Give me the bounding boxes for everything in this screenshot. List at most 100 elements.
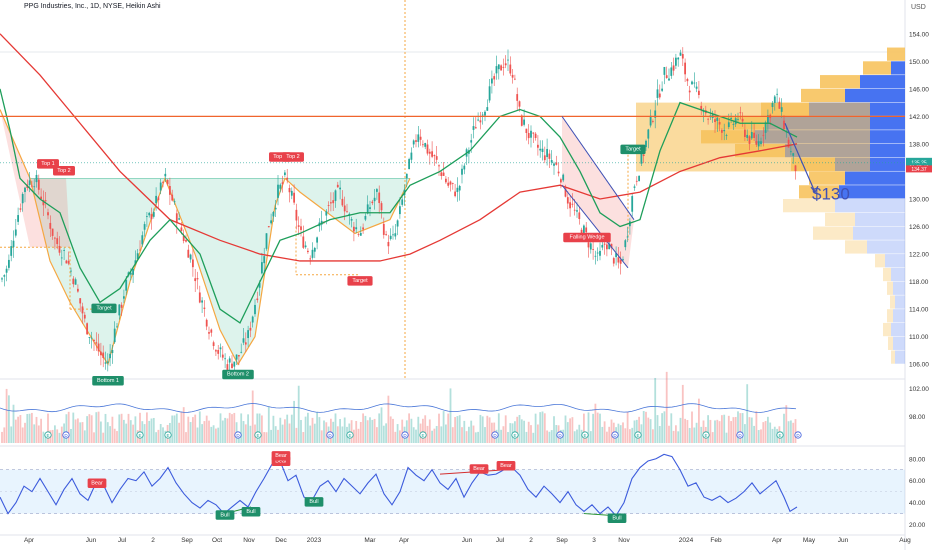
time-tick-label: 2024 [679, 537, 694, 544]
volume-bar [224, 417, 226, 443]
volume-bar [102, 432, 105, 443]
candle-body [458, 185, 461, 191]
volume-bar [746, 384, 749, 443]
volume-bar [277, 429, 279, 443]
earnings-marker[interactable] [511, 431, 519, 439]
candle-body [424, 143, 427, 147]
candle-body [484, 111, 486, 116]
volume-bar [51, 429, 54, 443]
volume-bar [5, 388, 8, 443]
dividend-marker[interactable] [556, 431, 564, 439]
candle-body [491, 78, 493, 84]
dividend-marker[interactable] [736, 431, 744, 439]
dividend-marker[interactable] [401, 431, 409, 439]
volume-bar [389, 416, 392, 443]
earnings-marker[interactable] [581, 431, 589, 439]
chart-title: PPG Industries, Inc., 1D, NYSE, Heikin A… [24, 3, 161, 10]
earnings-marker[interactable] [702, 431, 710, 439]
candle-body [265, 233, 268, 249]
grid [0, 0, 906, 550]
candle-body [56, 238, 59, 245]
volume-bar [1, 431, 3, 443]
target-price-text: $130 [812, 185, 850, 204]
pattern-label [37, 159, 59, 169]
volume-bar [212, 425, 215, 443]
volume-bar [325, 422, 328, 443]
candle-body [504, 63, 507, 66]
earnings-marker[interactable] [419, 431, 427, 439]
volume-profile-up-bar [890, 295, 895, 309]
candle-body [302, 236, 305, 248]
candle-body [497, 64, 500, 70]
candle-body [70, 270, 72, 272]
volume-bar [711, 432, 714, 443]
earnings-marker[interactable] [776, 431, 784, 439]
time-tick-label: May [803, 537, 816, 544]
volume-bar [468, 426, 470, 443]
candle-body [396, 220, 399, 227]
rsi-signal-label-text: Bull [246, 509, 255, 515]
dividend-marker[interactable] [62, 431, 70, 439]
volume-bar [70, 428, 72, 443]
dividend-marker[interactable] [491, 431, 499, 439]
time-tick-label: Jul [496, 537, 505, 544]
volume-bar [357, 428, 360, 443]
event-marker-letter: D [738, 433, 742, 438]
dividend-marker[interactable] [326, 431, 334, 439]
candle-body [675, 57, 677, 66]
candle-body [543, 155, 546, 161]
volume-bar [792, 422, 795, 443]
volume-bar [445, 424, 447, 443]
volume-bar [10, 426, 13, 443]
earnings-marker[interactable] [346, 431, 354, 439]
rsi-signal-label-text: Bull [309, 499, 318, 505]
candle-body [438, 165, 440, 167]
event-marker-letter: E [421, 433, 424, 438]
candle-body [256, 298, 259, 301]
volume-bar [479, 414, 482, 443]
earnings-marker[interactable] [44, 431, 52, 439]
event-marker-letter: D [796, 433, 800, 438]
volume-bar [541, 411, 544, 443]
dividend-marker[interactable] [611, 431, 619, 439]
volume-bar [258, 413, 261, 443]
volume-profile-down-bar [855, 212, 905, 227]
volume-bar [79, 422, 82, 443]
rsi-signal-label [607, 513, 627, 524]
volume-bar [171, 415, 174, 443]
candle-body [353, 226, 355, 232]
volume-bar [415, 429, 417, 443]
candle-body [224, 358, 226, 360]
candle-body [656, 89, 659, 98]
earnings-marker[interactable] [164, 431, 172, 439]
earnings-marker[interactable] [254, 431, 262, 439]
candle-body [688, 90, 691, 93]
candle-body [284, 172, 286, 176]
earnings-marker[interactable] [136, 431, 144, 439]
candle-body [58, 245, 61, 253]
volume-bar [516, 416, 519, 443]
candle-body [702, 111, 705, 113]
candle-body [173, 201, 176, 203]
candle-body [235, 354, 238, 360]
volume-bar [716, 419, 719, 443]
candle-body [37, 179, 40, 190]
volume-bar [339, 419, 341, 443]
candle-body [387, 241, 390, 247]
volume-profile-down-bar [845, 88, 905, 103]
volume-bar [739, 413, 742, 443]
volume-profile-up-bar [883, 322, 891, 337]
volume-bar [428, 419, 431, 443]
candle-body [707, 118, 709, 120]
candle-body [116, 326, 118, 328]
volume-bar [37, 425, 40, 443]
volume-bar [215, 428, 217, 443]
volume-profile-down-bar [845, 171, 905, 185]
candle-body [385, 234, 387, 235]
candle-body [767, 115, 769, 123]
pattern-label [222, 369, 254, 380]
dividend-marker[interactable] [234, 431, 242, 439]
dividend-marker[interactable] [794, 431, 802, 439]
earnings-marker[interactable] [634, 431, 642, 439]
